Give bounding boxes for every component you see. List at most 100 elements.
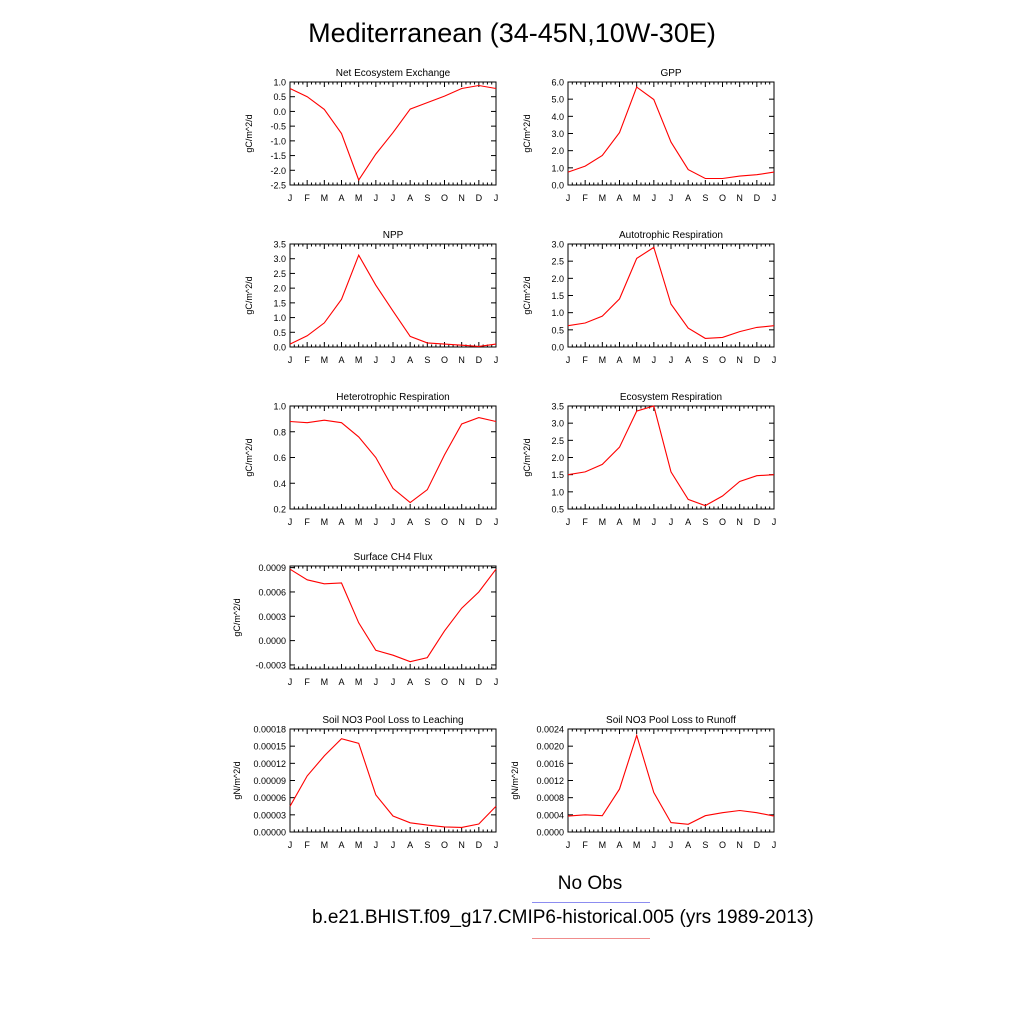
x-tick-label: O (719, 517, 726, 527)
x-tick-label: D (476, 840, 483, 850)
x-tick-label: M (321, 677, 329, 687)
x-tick-label: D (476, 193, 483, 203)
x-tick-label: S (424, 840, 430, 850)
y-axis-label: gC/m^2/d (522, 114, 532, 152)
y-tick-label: 2.5 (273, 269, 286, 279)
y-tick-label: 2.5 (551, 257, 564, 267)
x-tick-label: N (458, 677, 465, 687)
legend-obs-label: No Obs (557, 873, 623, 894)
x-tick-label: A (407, 193, 413, 203)
y-tick-label: 4.0 (551, 112, 564, 122)
y-tick-label: 0.8 (273, 427, 286, 437)
y-tick-label: 0.5 (551, 325, 564, 335)
x-tick-label: S (424, 193, 430, 203)
x-tick-label: M (355, 677, 363, 687)
x-tick-label: J (494, 193, 499, 203)
y-tick-label: 0.4 (273, 479, 286, 489)
x-tick-label: J (772, 517, 777, 527)
x-tick-label: J (391, 517, 396, 527)
y-axis-label: gC/m^2/d (244, 276, 254, 314)
x-tick-label: O (441, 677, 448, 687)
x-tick-label: M (599, 517, 607, 527)
x-tick-label: D (754, 193, 761, 203)
series-line (567, 246, 775, 339)
x-tick-label: F (582, 840, 588, 850)
panel-title: Ecosystem Respiration (620, 392, 722, 403)
y-tick-label: 2.5 (551, 436, 564, 446)
y-axis-label: gN/m^2/d (232, 761, 242, 799)
x-tick-label: O (441, 517, 448, 527)
x-tick-label: J (374, 677, 379, 687)
x-tick-label: F (304, 840, 310, 850)
y-tick-label: 2.0 (551, 146, 564, 156)
y-tick-label: 0.0 (551, 343, 564, 353)
y-tick-label: 3.5 (551, 402, 564, 412)
x-tick-label: J (652, 355, 657, 365)
y-tick-label: 1.0 (551, 163, 564, 173)
x-tick-label: N (458, 355, 465, 365)
y-tick-label: 3.0 (551, 419, 564, 429)
x-tick-label: F (304, 355, 310, 365)
x-tick-label: J (494, 840, 499, 850)
y-tick-label: 3.0 (273, 254, 286, 264)
y-tick-label: 6.0 (551, 78, 564, 88)
y-tick-label: 0.0009 (258, 563, 286, 573)
y-tick-label: 5.0 (551, 95, 564, 105)
y-tick-label: -0.5 (270, 122, 286, 132)
y-tick-label: 0.00012 (253, 759, 286, 769)
x-tick-label: J (288, 355, 293, 365)
x-tick-label: S (424, 517, 430, 527)
y-tick-label: 0.0024 (536, 725, 564, 735)
y-tick-label: 1.0 (273, 402, 286, 412)
x-tick-label: A (338, 677, 344, 687)
x-tick-label: J (374, 193, 379, 203)
x-tick-label: J (566, 355, 571, 365)
y-tick-label: 0.0 (551, 181, 564, 191)
x-tick-label: A (685, 840, 691, 850)
x-tick-label: J (288, 840, 293, 850)
y-tick-label: 1.5 (551, 291, 564, 301)
x-tick-label: F (582, 517, 588, 527)
x-tick-label: M (633, 355, 641, 365)
y-tick-label: 0.0000 (536, 828, 564, 838)
y-tick-label: 0.5 (551, 505, 564, 515)
x-tick-label: J (772, 840, 777, 850)
x-tick-label: A (685, 517, 691, 527)
x-tick-label: J (494, 677, 499, 687)
x-tick-label: J (288, 193, 293, 203)
y-axis-label: gN/m^2/d (510, 761, 520, 799)
x-tick-label: J (374, 355, 379, 365)
panel-title: Soil NO3 Pool Loss to Runoff (606, 715, 736, 726)
panel-title: Autotrophic Respiration (619, 230, 723, 241)
x-tick-label: J (374, 517, 379, 527)
y-tick-label: 0.0012 (536, 776, 564, 786)
y-tick-label: 0.0016 (536, 759, 564, 769)
x-tick-label: N (736, 517, 743, 527)
x-tick-label: J (391, 193, 396, 203)
panel-title: Heterotrophic Respiration (336, 392, 449, 403)
plot-frame (567, 81, 775, 186)
x-tick-label: J (374, 840, 379, 850)
y-tick-label: -1.0 (270, 136, 286, 146)
y-tick-label: 0.0000 (258, 636, 286, 646)
series-line (289, 738, 497, 828)
x-tick-label: O (441, 840, 448, 850)
x-tick-label: M (599, 355, 607, 365)
y-axis-label: gC/m^2/d (232, 598, 242, 636)
plot-frame (567, 728, 775, 833)
y-tick-label: 0.0004 (536, 810, 564, 820)
x-tick-label: F (304, 193, 310, 203)
x-tick-label: S (702, 193, 708, 203)
x-tick-label: A (407, 840, 413, 850)
plot-frame (289, 565, 497, 670)
y-tick-label: 2.0 (273, 284, 286, 294)
legend-obs-line (532, 902, 650, 903)
x-tick-label: J (652, 840, 657, 850)
x-tick-label: S (702, 517, 708, 527)
y-tick-label: 2.0 (551, 453, 564, 463)
x-tick-label: S (424, 355, 430, 365)
x-tick-label: M (321, 840, 329, 850)
